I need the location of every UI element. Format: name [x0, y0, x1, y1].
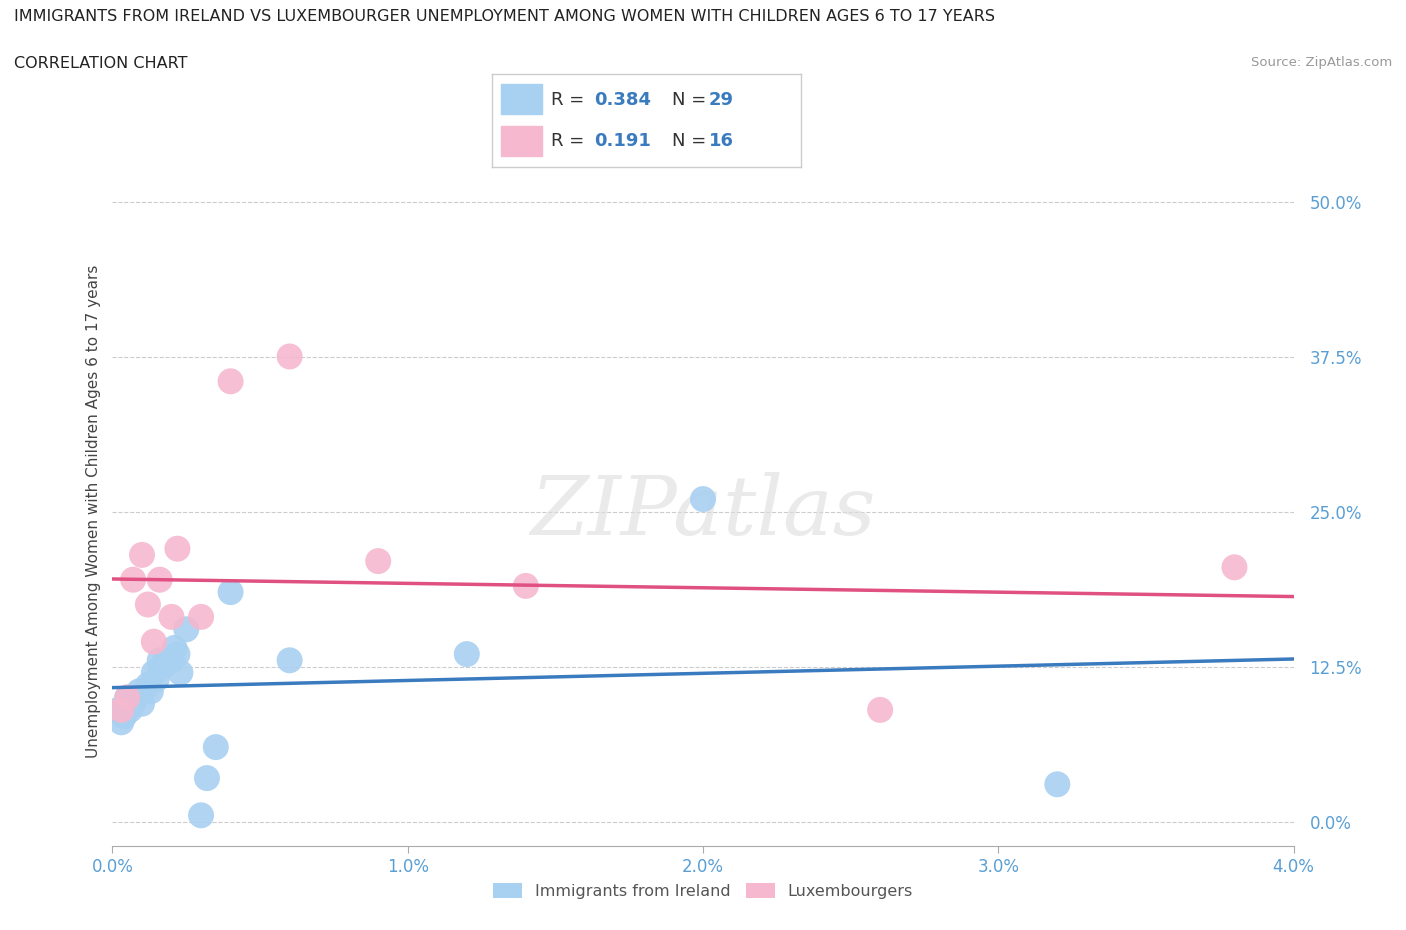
Immigrants from Ireland: [195, 771, 218, 786]
Immigrants from Ireland: [166, 646, 188, 661]
Luxembourgers: [515, 578, 537, 593]
Immigrants from Ireland: [160, 653, 183, 668]
Immigrants from Ireland: [110, 715, 132, 730]
Luxembourgers: [166, 541, 188, 556]
Text: CORRELATION CHART: CORRELATION CHART: [14, 56, 187, 71]
Legend: Immigrants from Ireland, Luxembourgers: Immigrants from Ireland, Luxembourgers: [486, 877, 920, 905]
Text: R =: R =: [551, 90, 591, 109]
Immigrants from Ireland: [146, 671, 169, 686]
Luxembourgers: [869, 702, 891, 717]
Immigrants from Ireland: [136, 678, 159, 693]
Luxembourgers: [117, 690, 138, 705]
Luxembourgers: [149, 572, 172, 587]
Immigrants from Ireland: [117, 690, 138, 705]
Luxembourgers: [136, 597, 159, 612]
Immigrants from Ireland: [139, 684, 162, 698]
Immigrants from Ireland: [456, 646, 478, 661]
Immigrants from Ireland: [205, 739, 228, 754]
Immigrants from Ireland: [107, 702, 129, 717]
Text: Source: ZipAtlas.com: Source: ZipAtlas.com: [1251, 56, 1392, 69]
Text: N =: N =: [672, 132, 711, 151]
Immigrants from Ireland: [131, 697, 153, 711]
Text: 29: 29: [709, 90, 734, 109]
Bar: [502, 126, 541, 156]
Immigrants from Ireland: [142, 665, 165, 680]
Immigrants from Ireland: [112, 709, 135, 724]
Text: 0.191: 0.191: [595, 132, 651, 151]
Text: 0.384: 0.384: [595, 90, 651, 109]
Luxembourgers: [190, 609, 212, 624]
Text: N =: N =: [672, 90, 711, 109]
Immigrants from Ireland: [190, 808, 212, 823]
Immigrants from Ireland: [149, 653, 172, 668]
Bar: [502, 84, 541, 114]
Immigrants from Ireland: [122, 697, 145, 711]
Luxembourgers: [110, 702, 132, 717]
Immigrants from Ireland: [155, 653, 177, 668]
Immigrants from Ireland: [219, 585, 242, 600]
Luxembourgers: [131, 548, 153, 563]
Immigrants from Ireland: [169, 665, 191, 680]
Immigrants from Ireland: [1046, 777, 1069, 791]
Text: ZIPatlas: ZIPatlas: [530, 472, 876, 551]
Immigrants from Ireland: [120, 702, 142, 717]
Text: 16: 16: [709, 132, 734, 151]
Immigrants from Ireland: [174, 622, 197, 637]
Immigrants from Ireland: [125, 690, 148, 705]
Luxembourgers: [278, 349, 301, 364]
Text: R =: R =: [551, 132, 596, 151]
Luxembourgers: [367, 553, 389, 568]
Luxembourgers: [160, 609, 183, 624]
Luxembourgers: [142, 634, 165, 649]
Immigrants from Ireland: [163, 641, 186, 656]
Immigrants from Ireland: [128, 684, 150, 698]
Luxembourgers: [122, 572, 145, 587]
Luxembourgers: [1223, 560, 1246, 575]
Y-axis label: Unemployment Among Women with Children Ages 6 to 17 years: Unemployment Among Women with Children A…: [86, 265, 101, 758]
Immigrants from Ireland: [692, 492, 714, 507]
Immigrants from Ireland: [278, 653, 301, 668]
Immigrants from Ireland: [152, 659, 174, 674]
Luxembourgers: [219, 374, 242, 389]
Text: IMMIGRANTS FROM IRELAND VS LUXEMBOURGER UNEMPLOYMENT AMONG WOMEN WITH CHILDREN A: IMMIGRANTS FROM IRELAND VS LUXEMBOURGER …: [14, 9, 995, 24]
